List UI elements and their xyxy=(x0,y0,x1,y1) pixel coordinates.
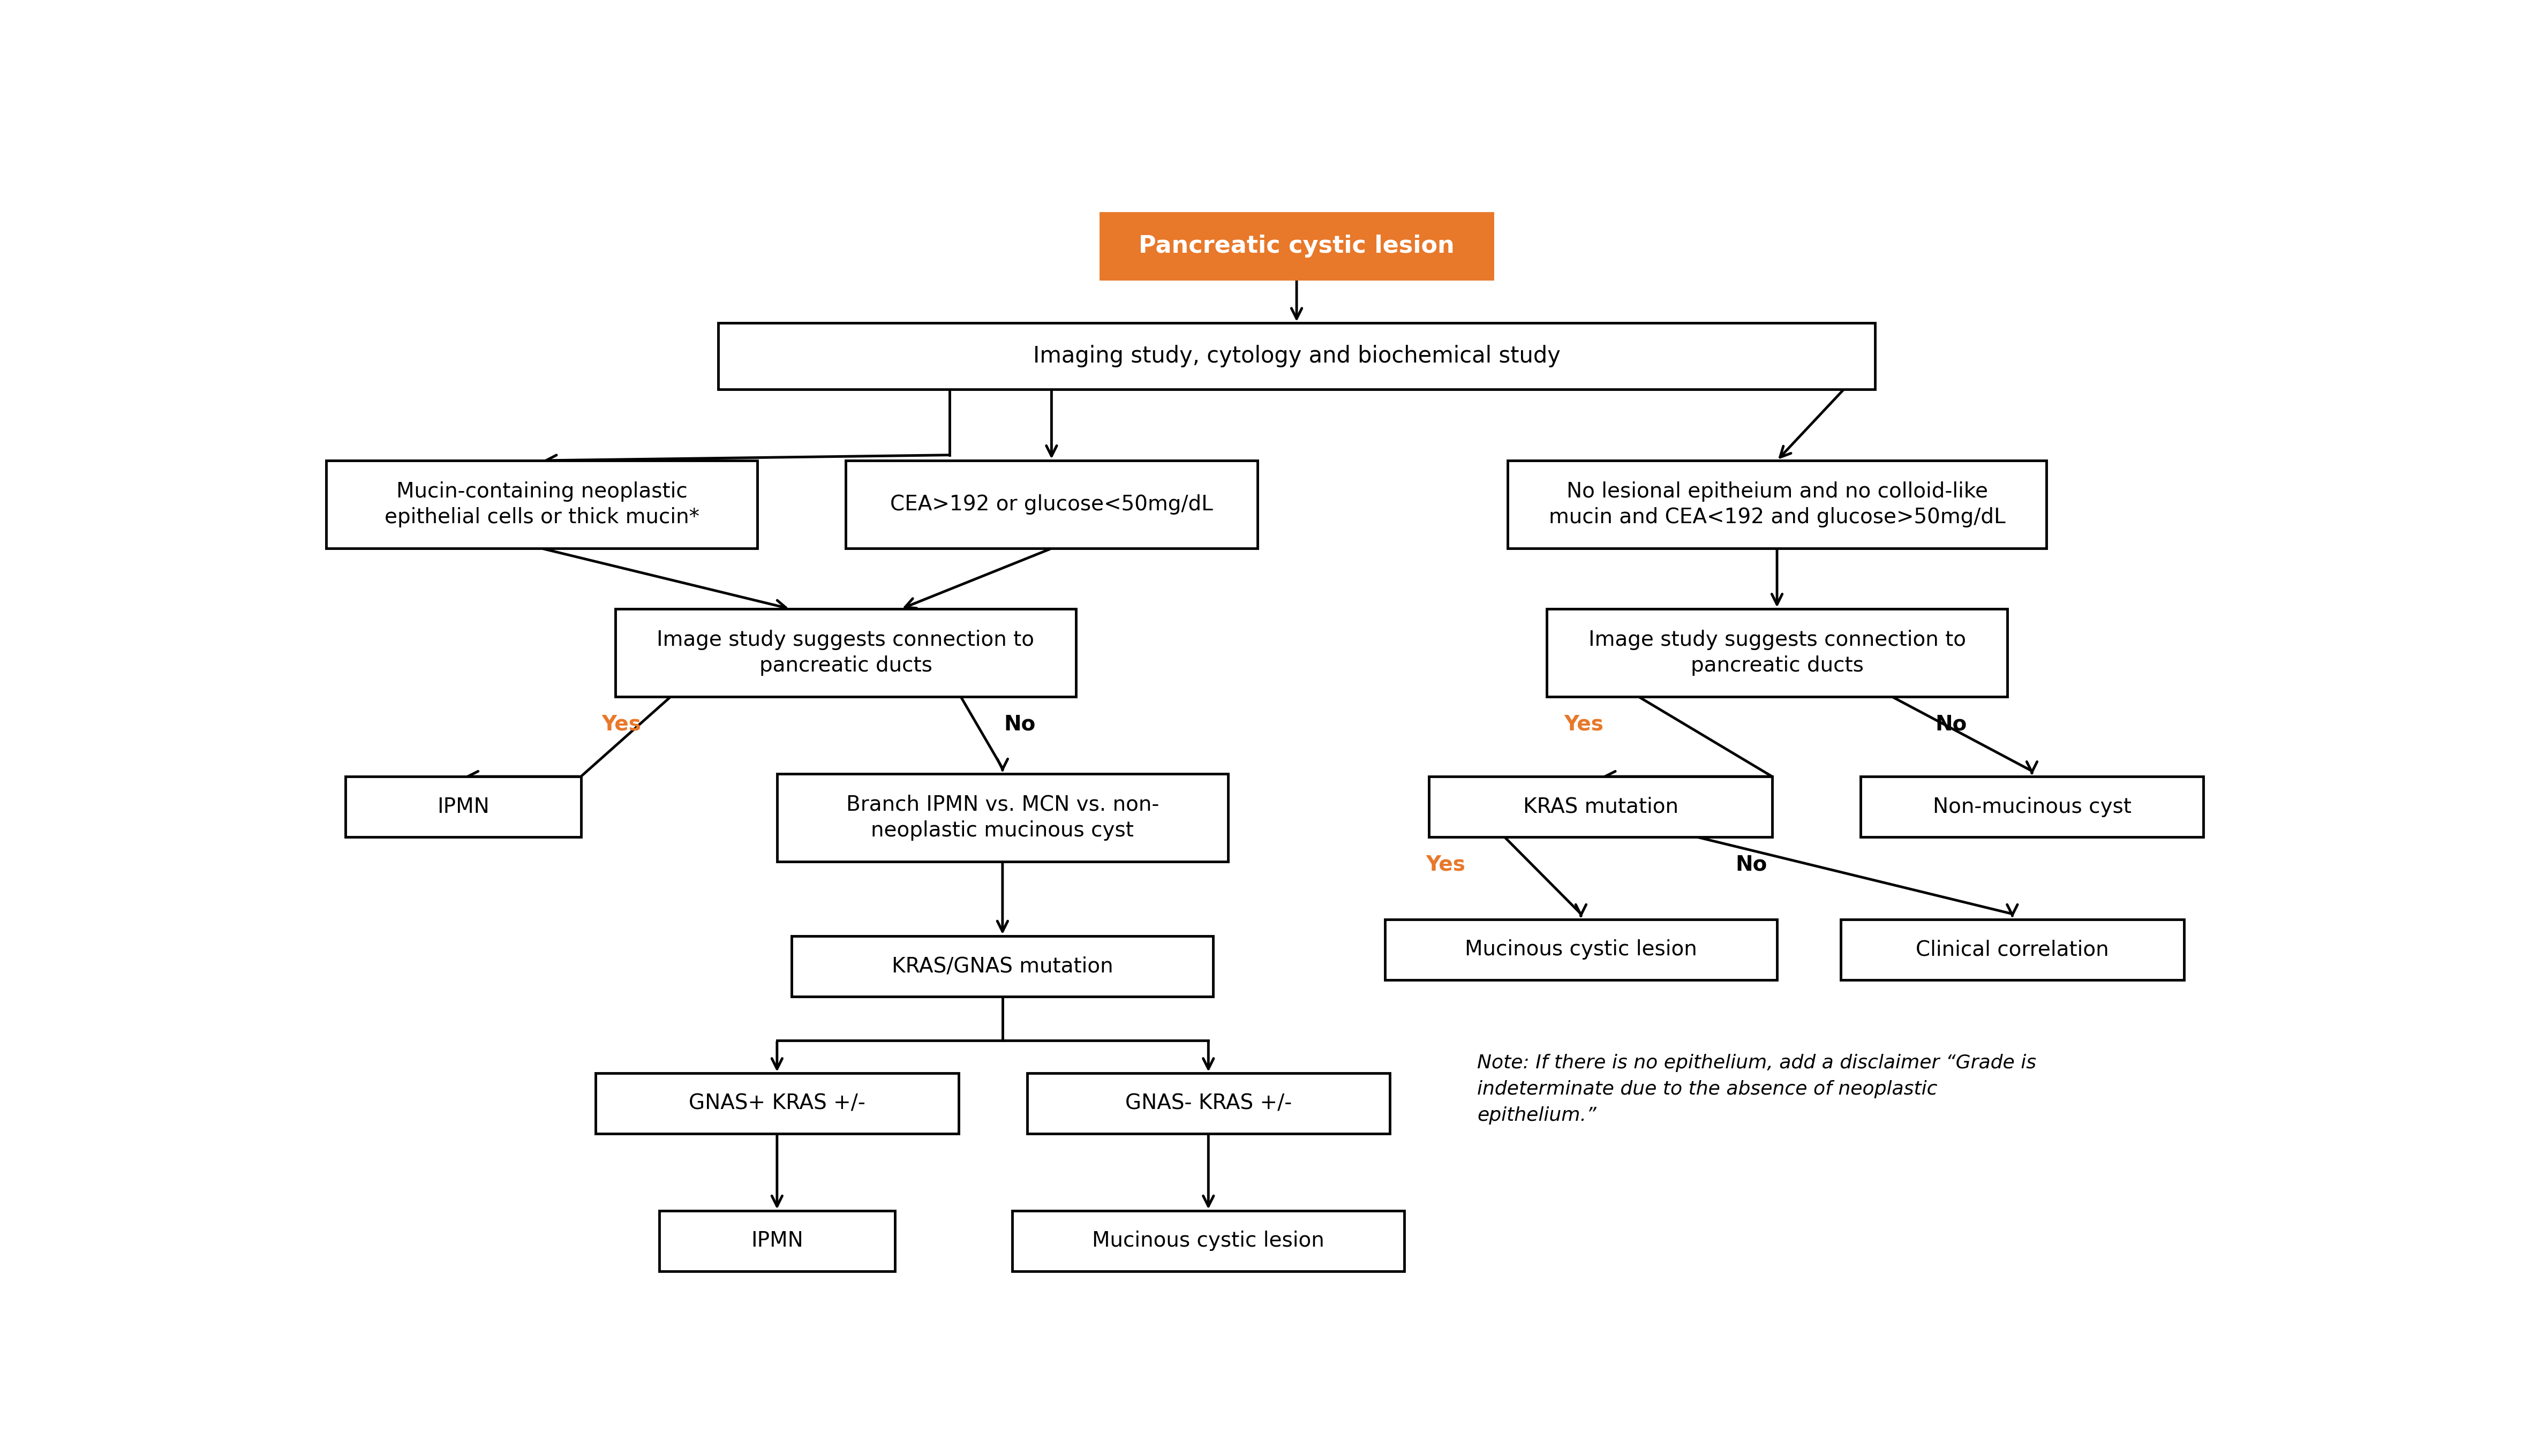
Text: Branch IPMN vs. MCN vs. non-
neoplastic mucinous cyst: Branch IPMN vs. MCN vs. non- neoplastic … xyxy=(845,795,1159,842)
FancyBboxPatch shape xyxy=(777,773,1227,862)
Text: Non-mucinous cyst: Non-mucinous cyst xyxy=(1933,796,2130,817)
Text: KRAS/GNAS mutation: KRAS/GNAS mutation xyxy=(891,957,1113,977)
Text: GNAS+ KRAS +/-: GNAS+ KRAS +/- xyxy=(688,1093,865,1114)
FancyBboxPatch shape xyxy=(1012,1210,1404,1271)
FancyBboxPatch shape xyxy=(792,936,1214,996)
Text: Mucinous cystic lesion: Mucinous cystic lesion xyxy=(1093,1230,1326,1251)
Text: GNAS- KRAS +/-: GNAS- KRAS +/- xyxy=(1126,1093,1293,1114)
FancyBboxPatch shape xyxy=(1508,460,2047,549)
Text: No: No xyxy=(1004,713,1035,734)
Text: Clinical correlation: Clinical correlation xyxy=(1915,939,2110,960)
FancyBboxPatch shape xyxy=(1842,919,2183,980)
Text: Pancreatic cystic lesion: Pancreatic cystic lesion xyxy=(1138,234,1455,258)
Text: Yes: Yes xyxy=(602,713,640,734)
FancyBboxPatch shape xyxy=(347,776,582,837)
Text: Imaging study, cytology and biochemical study: Imaging study, cytology and biochemical … xyxy=(1032,345,1561,367)
Text: IPMN: IPMN xyxy=(751,1230,802,1251)
Text: Yes: Yes xyxy=(1564,713,1604,734)
FancyBboxPatch shape xyxy=(845,460,1257,549)
FancyBboxPatch shape xyxy=(1101,213,1493,280)
Text: CEA>192 or glucose<50mg/dL: CEA>192 or glucose<50mg/dL xyxy=(891,494,1212,514)
FancyBboxPatch shape xyxy=(595,1073,959,1134)
Text: Note: If there is no epithelium, add a disclaimer “Grade is
indeterminate due to: Note: If there is no epithelium, add a d… xyxy=(1478,1054,2037,1124)
Text: KRAS mutation: KRAS mutation xyxy=(1523,796,1677,817)
FancyBboxPatch shape xyxy=(660,1210,896,1271)
Text: IPMN: IPMN xyxy=(438,796,488,817)
Text: No: No xyxy=(1736,855,1768,875)
Text: Image study suggests connection to
pancreatic ducts: Image study suggests connection to pancr… xyxy=(1589,629,1966,676)
FancyBboxPatch shape xyxy=(719,323,1875,389)
FancyBboxPatch shape xyxy=(1027,1073,1389,1134)
FancyBboxPatch shape xyxy=(615,609,1075,697)
Text: No: No xyxy=(1935,713,1966,734)
Text: Yes: Yes xyxy=(1427,855,1465,875)
FancyBboxPatch shape xyxy=(1860,776,2204,837)
FancyBboxPatch shape xyxy=(1546,609,2006,697)
FancyBboxPatch shape xyxy=(1384,919,1776,980)
FancyBboxPatch shape xyxy=(326,460,756,549)
Text: Mucin-containing neoplastic
epithelial cells or thick mucin*: Mucin-containing neoplastic epithelial c… xyxy=(385,482,698,527)
Text: Mucinous cystic lesion: Mucinous cystic lesion xyxy=(1465,939,1698,960)
Text: No lesional epitheium and no colloid-like
mucin and CEA<192 and glucose>50mg/dL: No lesional epitheium and no colloid-lik… xyxy=(1548,482,2006,527)
Text: Image study suggests connection to
pancreatic ducts: Image study suggests connection to pancr… xyxy=(658,629,1035,676)
FancyBboxPatch shape xyxy=(1429,776,1771,837)
